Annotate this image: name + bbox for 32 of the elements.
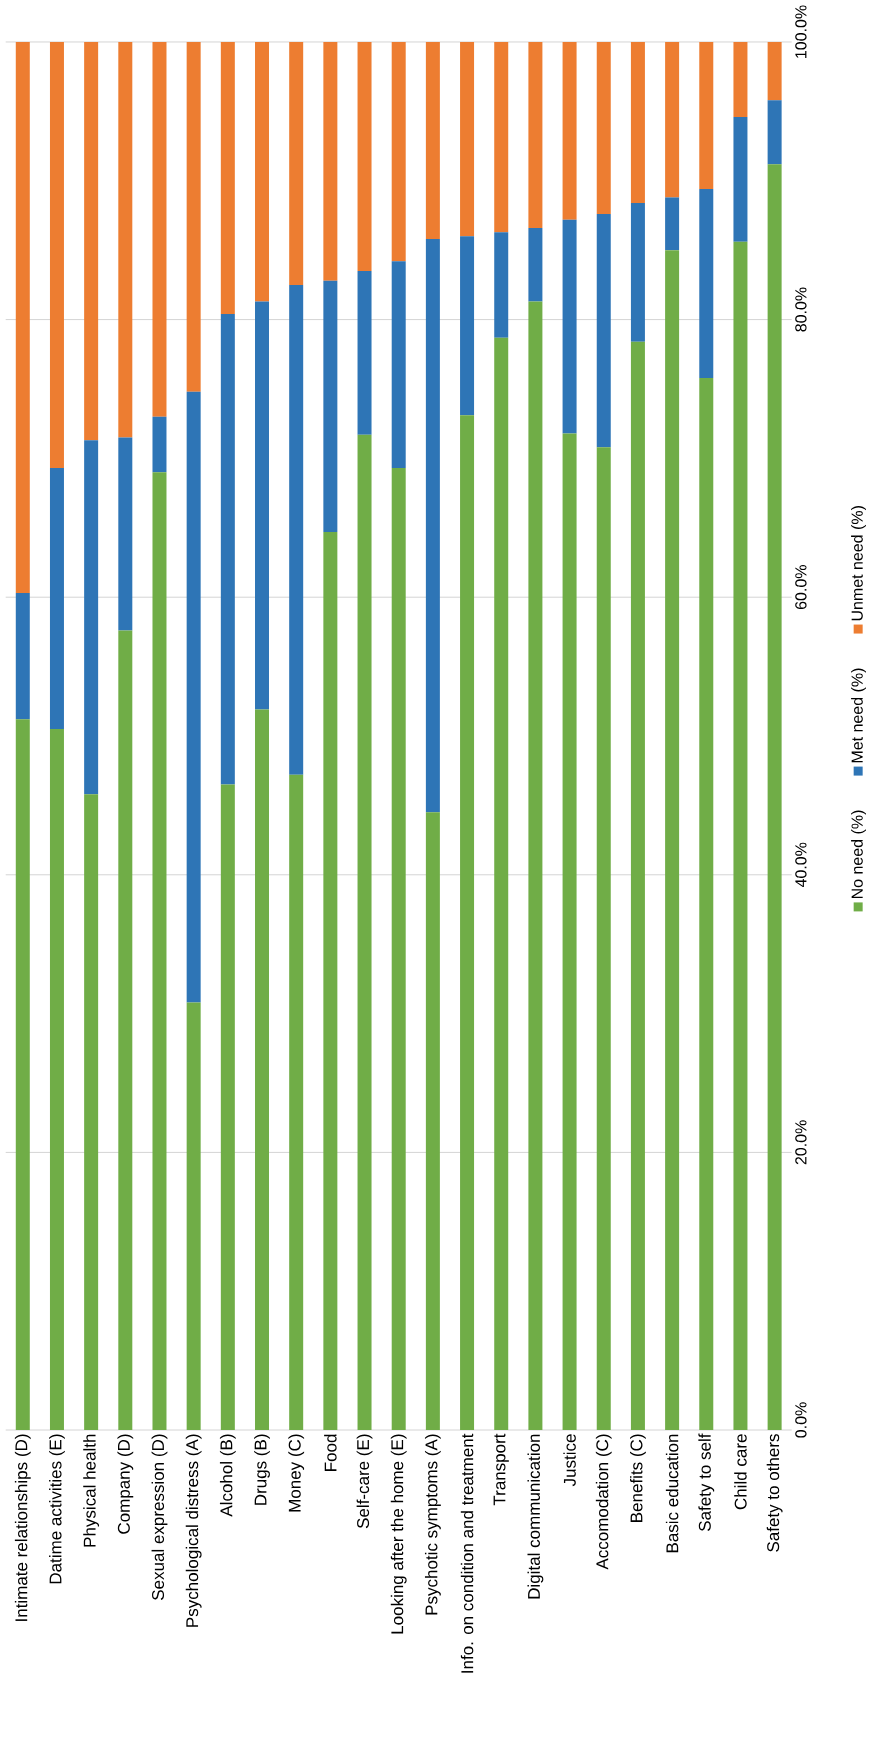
x-tick-label: Alcohol (B) — [219, 1434, 236, 1517]
text: Unmet need (%) — [851, 506, 866, 621]
x-tick-label: Drugs (B) — [254, 1434, 270, 1505]
y-tick-label: 80.0% — [795, 287, 807, 332]
text: No need (%) — [851, 810, 866, 899]
x-tick-label: Safety to self — [698, 1433, 715, 1532]
x-tick-label: Intimate relationships (D) — [14, 1434, 31, 1621]
text: Met need (%) — [851, 668, 866, 763]
y-tick-label: 60.0% — [795, 565, 807, 610]
x-tick-label: Child care — [734, 1434, 747, 1510]
y-tick-label: 20.0% — [795, 1120, 807, 1165]
x-tick-label: Physical health — [83, 1434, 100, 1547]
x-tick-label: Sexual expression (D) — [151, 1434, 168, 1600]
y-tick-label: 40.0% — [795, 842, 807, 888]
x-tick-label: Safety to others — [766, 1434, 783, 1552]
x-tick-label: Justice — [563, 1434, 576, 1487]
x-tick-label: Transport — [493, 1433, 509, 1506]
x-tick-label: Self-care (E) — [356, 1434, 373, 1529]
y-tick-label: 100.0% — [795, 5, 807, 58]
x-tick-label: Basic education — [665, 1434, 679, 1553]
x-tick-label: Food — [324, 1434, 337, 1471]
x-tick-label: Psychological distress (A) — [185, 1434, 202, 1627]
x-tick-label: Looking after the home (E) — [390, 1434, 407, 1634]
x-tick-label: Accomodation (C) — [595, 1434, 612, 1570]
y-tick-label: 0.0% — [795, 1402, 807, 1438]
x-tick-label: Money (C) — [288, 1434, 305, 1512]
x-tick-label: Psychotic symptoms (A) — [424, 1434, 441, 1615]
x-tick-label: Datime activities (E) — [49, 1434, 65, 1584]
x-tick-label: Company (D) — [117, 1434, 134, 1534]
x-tick-label: Digital communication — [527, 1434, 544, 1599]
x-tick-label: Benefits (C) — [630, 1434, 646, 1522]
x-tick-label: Info. on condition and treatment — [460, 1433, 474, 1673]
